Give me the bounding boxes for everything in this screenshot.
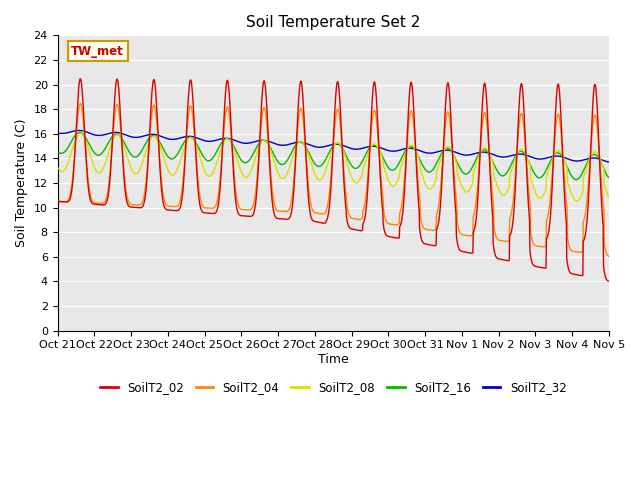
X-axis label: Time: Time (318, 353, 349, 366)
Legend: SoilT2_02, SoilT2_04, SoilT2_08, SoilT2_16, SoilT2_32: SoilT2_02, SoilT2_04, SoilT2_08, SoilT2_… (95, 376, 572, 398)
Title: Soil Temperature Set 2: Soil Temperature Set 2 (246, 15, 420, 30)
Text: TW_met: TW_met (71, 45, 124, 58)
Y-axis label: Soil Temperature (C): Soil Temperature (C) (15, 119, 28, 247)
